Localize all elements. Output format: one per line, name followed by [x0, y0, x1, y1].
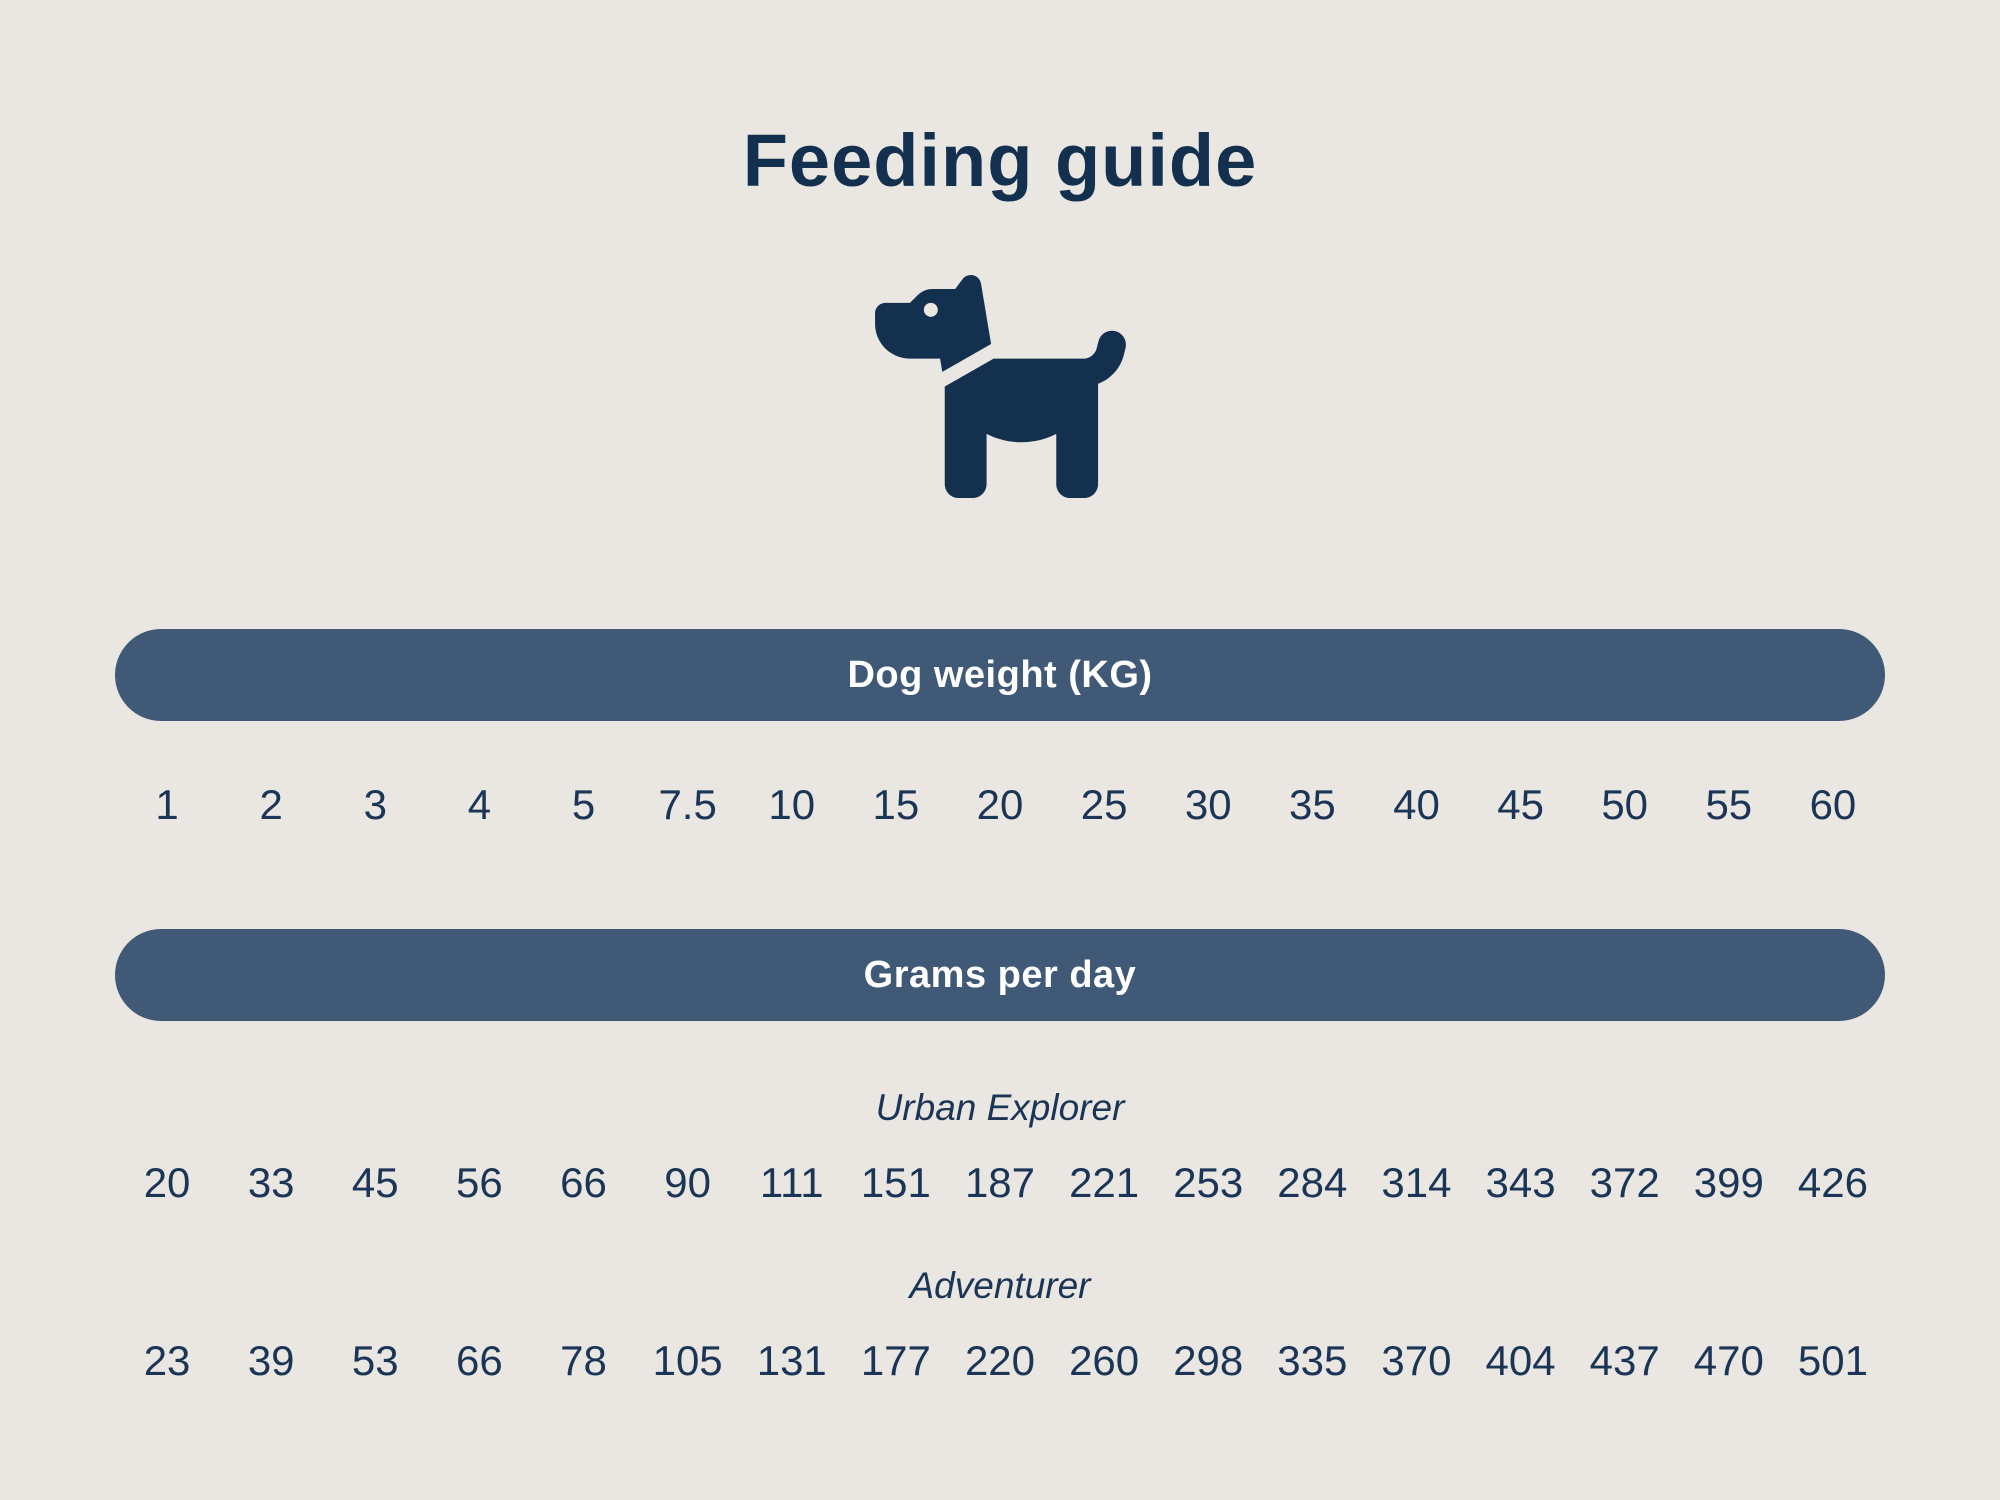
adventurer-cell: 370 — [1381, 1337, 1452, 1384]
weight-cell: 60 — [1809, 781, 1857, 828]
adventurer-cell: 220 — [964, 1337, 1036, 1384]
adventurer-cell: 437 — [1589, 1337, 1660, 1384]
weight-cell: 50 — [1601, 781, 1649, 828]
adventurer-cell: 53 — [351, 1337, 399, 1384]
urban-explorer-cell: 221 — [1069, 1159, 1140, 1206]
urban-explorer-cell: 20 — [143, 1159, 191, 1206]
dog-weight-header-label: Dog weight (KG) — [847, 653, 1153, 696]
adventurer-cell: 335 — [1277, 1337, 1348, 1384]
weight-cell: 15 — [872, 781, 920, 828]
adventurer-cell: 66 — [456, 1337, 503, 1384]
weight-cell: 55 — [1705, 781, 1753, 828]
weight-cell: 45 — [1497, 781, 1544, 828]
page-title: Feeding guide — [742, 119, 1258, 202]
adventurer-cell: 105 — [652, 1337, 723, 1384]
weight-cell: 3 — [363, 781, 387, 828]
adventurer-cell: 501 — [1797, 1337, 1868, 1384]
grams-per-day-header: Grams per day — [115, 929, 1885, 1021]
weight-cell: 25 — [1080, 781, 1128, 828]
urban-explorer-cell: 56 — [456, 1159, 503, 1206]
adventurer-cell: 404 — [1485, 1337, 1556, 1384]
urban-explorer-cell: 253 — [1173, 1159, 1244, 1206]
urban-explorer-cell: 284 — [1277, 1159, 1348, 1206]
urban-explorer-cell: 111 — [759, 1159, 824, 1206]
weight-cell: 1 — [155, 781, 179, 828]
weight-cell: 20 — [976, 781, 1024, 828]
urban-explorer-cell: 45 — [351, 1159, 399, 1206]
weight-cell: 35 — [1288, 781, 1336, 828]
weights-row: 1 2 3 4 5 7.5 10 15 20 25 30 35 40 45 50… — [0, 781, 2000, 829]
adventurer-cell: 298 — [1173, 1337, 1244, 1384]
adventurer-row: 23 39 53 66 78 105 131 177 220 260 298 3… — [0, 1337, 2000, 1385]
adventurer-cell: 39 — [247, 1337, 295, 1384]
urban-explorer-cell: 90 — [664, 1159, 711, 1206]
grams-per-day-header-label: Grams per day — [863, 953, 1137, 996]
urban-explorer-cell: 187 — [964, 1159, 1036, 1206]
series-label-adventurer: Adventurer — [909, 1265, 1091, 1306]
urban-explorer-cell: 372 — [1589, 1159, 1660, 1206]
urban-explorer-cell: 343 — [1485, 1159, 1556, 1206]
adventurer-cell: 131 — [756, 1337, 827, 1384]
urban-explorer-cell: 399 — [1693, 1159, 1764, 1206]
weight-cell: 30 — [1184, 781, 1232, 828]
urban-explorer-cell: 33 — [247, 1159, 295, 1206]
adventurer-cell: 177 — [860, 1337, 931, 1384]
urban-explorer-cell: 66 — [560, 1159, 607, 1206]
weight-cell: 7.5 — [658, 781, 717, 828]
weight-cell: 40 — [1393, 781, 1440, 828]
dog-weight-header: Dog weight (KG) — [115, 629, 1885, 721]
weight-cell: 5 — [571, 781, 596, 828]
adventurer-cell: 470 — [1693, 1337, 1764, 1384]
urban-explorer-row: 20 33 45 56 66 90 111 151 187 221 253 28… — [0, 1159, 2000, 1207]
urban-explorer-cell: 314 — [1381, 1159, 1452, 1206]
dog-icon — [867, 275, 1134, 498]
weight-cell: 4 — [467, 781, 492, 828]
adventurer-cell: 23 — [143, 1337, 191, 1384]
urban-explorer-cell: 426 — [1797, 1159, 1868, 1206]
weight-cell: 2 — [259, 781, 283, 828]
adventurer-cell: 78 — [560, 1337, 607, 1384]
series-label-urban-explorer: Urban Explorer — [875, 1087, 1125, 1128]
adventurer-cell: 260 — [1069, 1337, 1140, 1384]
weight-cell: 10 — [768, 781, 816, 828]
urban-explorer-cell: 151 — [860, 1159, 931, 1206]
